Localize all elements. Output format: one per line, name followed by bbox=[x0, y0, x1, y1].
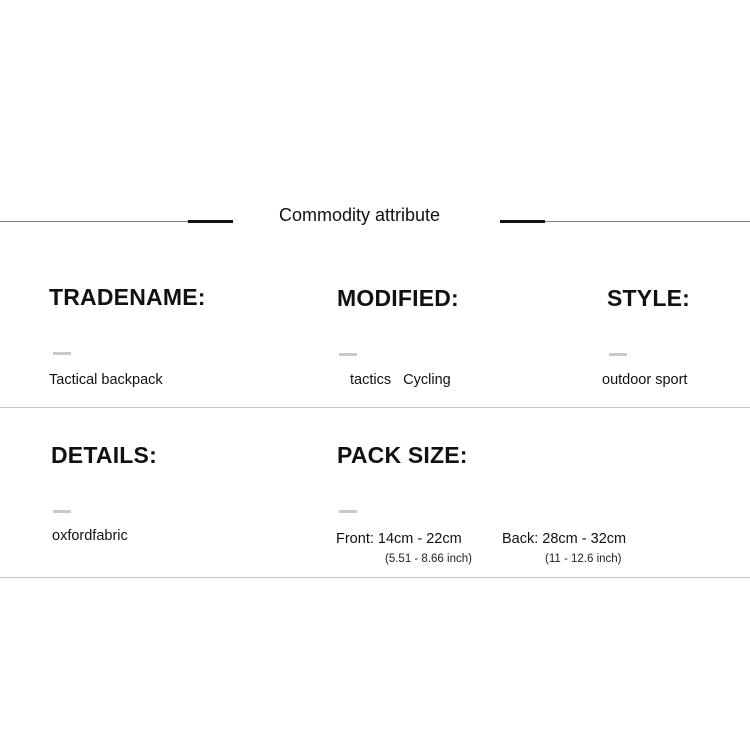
details-label: DETAILS: bbox=[51, 442, 157, 468]
row-divider-1 bbox=[0, 407, 750, 408]
row-divider-2 bbox=[0, 577, 750, 578]
style-dash bbox=[609, 353, 627, 356]
title-accent-left bbox=[188, 220, 233, 223]
tradename-value: Tactical backpack bbox=[49, 372, 163, 388]
pack-size-back: Back: 28cm - 32cm bbox=[502, 531, 627, 547]
title-rule-right bbox=[500, 221, 750, 222]
section-title: Commodity attribute bbox=[279, 205, 441, 225]
style-value: outdoor sport bbox=[602, 372, 688, 388]
details-dash bbox=[53, 510, 71, 513]
tradename-dash bbox=[53, 352, 71, 355]
modified-dash bbox=[339, 353, 357, 356]
pack-size-front: Front: 14cm - 22cm bbox=[336, 531, 462, 547]
pack-size-back-inch: (11 - 12.6 inch) bbox=[545, 553, 622, 565]
title-rule-left bbox=[0, 221, 233, 222]
details-value: oxfordfabric bbox=[52, 528, 128, 544]
style-label: STYLE: bbox=[607, 285, 690, 311]
modified-label: MODIFIED: bbox=[337, 285, 459, 311]
pack-size-dash bbox=[339, 510, 357, 513]
title-accent-right bbox=[500, 220, 545, 223]
tradename-label: TRADENAME: bbox=[49, 284, 206, 310]
modified-value: tactics Cycling bbox=[350, 372, 451, 388]
pack-size-front-inch: (5.51 - 8.66 inch) bbox=[385, 553, 472, 565]
pack-size-label: PACK SIZE: bbox=[337, 442, 468, 468]
